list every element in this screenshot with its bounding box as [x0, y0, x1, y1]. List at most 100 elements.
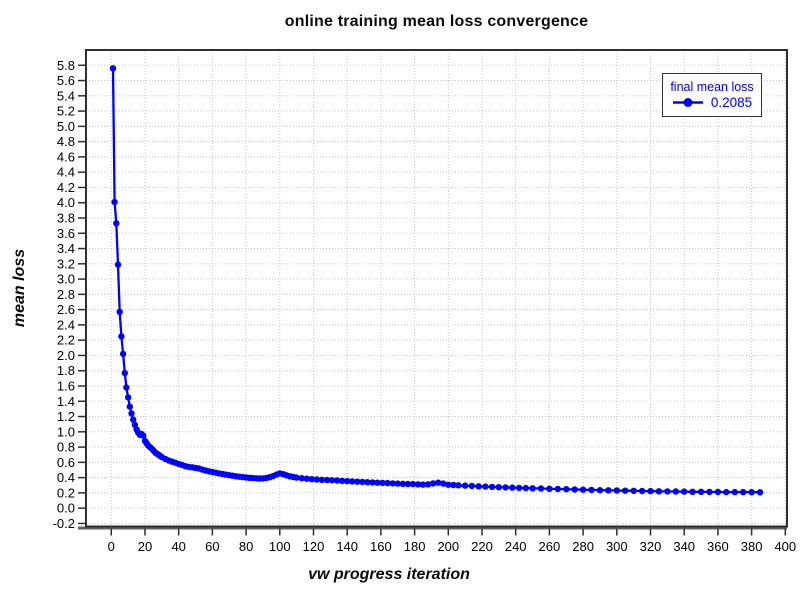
chart-title: online training mean loss convergence — [284, 13, 589, 30]
x-tick-label: 80 — [239, 539, 253, 554]
data-point — [116, 308, 123, 316]
x-tick-label: 240 — [505, 539, 527, 554]
x-tick-label: 200 — [437, 539, 459, 554]
data-point — [124, 394, 132, 401]
data-point — [756, 489, 764, 496]
data-point — [384, 479, 391, 487]
data-point — [399, 480, 406, 487]
data-point — [338, 477, 346, 484]
data-point — [537, 485, 545, 492]
y-tick-label: 3.8 — [57, 210, 75, 225]
data-point — [419, 481, 427, 488]
data-point — [404, 480, 412, 488]
y-tick-label: 0.6 — [57, 455, 75, 470]
data-point — [529, 485, 536, 492]
data-point — [554, 485, 561, 493]
x-tick-label: 320 — [640, 539, 662, 554]
data-point — [303, 475, 310, 482]
data-point — [563, 486, 570, 493]
data-point — [435, 479, 442, 486]
data-point — [596, 487, 604, 494]
data-point — [369, 479, 376, 486]
data-point — [130, 416, 137, 423]
x-tick-label: 180 — [404, 539, 426, 554]
data-point — [461, 482, 469, 489]
data-point — [664, 488, 671, 495]
y-tick-label: 2.4 — [57, 317, 75, 332]
data-point — [515, 484, 523, 492]
y-tick-label: 4.2 — [57, 180, 75, 195]
legend-entry: 0.2085 — [672, 95, 752, 110]
y-tick-label: 4.6 — [57, 149, 75, 164]
data-point — [681, 488, 688, 495]
loss-line — [111, 68, 761, 494]
data-point — [323, 476, 331, 484]
data-point — [509, 484, 516, 491]
data-point — [111, 198, 118, 206]
data-point — [622, 487, 629, 494]
x-tick-label: 160 — [370, 539, 392, 554]
data-point — [455, 482, 462, 489]
x-axis-label: vw progress iteration — [308, 566, 470, 583]
data-point — [344, 477, 351, 485]
y-tick-label: 2.8 — [57, 287, 75, 302]
data-point — [445, 481, 452, 488]
data-point — [689, 488, 696, 495]
y-tick-label: 4.4 — [57, 165, 75, 180]
data-point — [630, 487, 637, 494]
y-tick-label: 5.8 — [57, 58, 75, 73]
y-tick-label: 1.4 — [57, 394, 75, 409]
data-point — [374, 479, 381, 486]
data-point — [748, 489, 755, 496]
data-point — [488, 483, 496, 491]
y-tick-label: 1.2 — [57, 409, 75, 424]
data-point — [495, 484, 502, 491]
data-point — [118, 333, 125, 340]
y-tick-label: 0.4 — [57, 470, 75, 485]
data-point — [126, 403, 133, 410]
data-point — [502, 484, 509, 491]
data-point — [450, 481, 457, 489]
data-point — [113, 220, 120, 227]
data-point — [579, 486, 587, 493]
data-point — [354, 478, 361, 485]
data-point — [482, 483, 489, 490]
data-point — [647, 487, 654, 495]
y-tick-label: 3.0 — [57, 272, 75, 287]
plot-border — [85, 49, 788, 528]
data-point — [655, 488, 663, 495]
y-tick-label: 1.6 — [57, 378, 75, 393]
data-point — [114, 261, 122, 268]
data-point — [128, 410, 135, 417]
data-point — [605, 487, 612, 494]
data-point — [613, 487, 620, 494]
data-point — [140, 432, 147, 439]
data-point — [394, 480, 401, 487]
legend: final mean loss 0.2085 — [662, 73, 762, 117]
data-point — [414, 481, 422, 488]
data-point — [638, 487, 646, 495]
y-tick-label: 5.4 — [57, 88, 75, 103]
y-tick-label: 2.0 — [57, 348, 75, 363]
data-point — [723, 488, 730, 496]
x-tick-label: 300 — [606, 539, 628, 554]
legend-line-marker-icon — [672, 98, 703, 107]
y-tick-label: 3.6 — [57, 226, 75, 241]
data-point — [697, 488, 705, 495]
x-tick-label: 100 — [269, 539, 291, 554]
data-point — [123, 384, 130, 391]
y-tick-label: 0.8 — [57, 440, 75, 455]
data-point — [468, 482, 476, 490]
x-tick-label: 340 — [673, 539, 695, 554]
data-point — [571, 486, 578, 493]
y-tick-label: 1.8 — [57, 363, 75, 378]
data-point — [359, 478, 366, 486]
data-point — [522, 484, 529, 492]
data-point — [364, 479, 371, 486]
y-tick-label: 5.2 — [57, 104, 75, 119]
x-tick-label: 40 — [171, 539, 185, 554]
data-point — [328, 477, 336, 484]
y-tick-label: -0.2 — [53, 516, 75, 531]
